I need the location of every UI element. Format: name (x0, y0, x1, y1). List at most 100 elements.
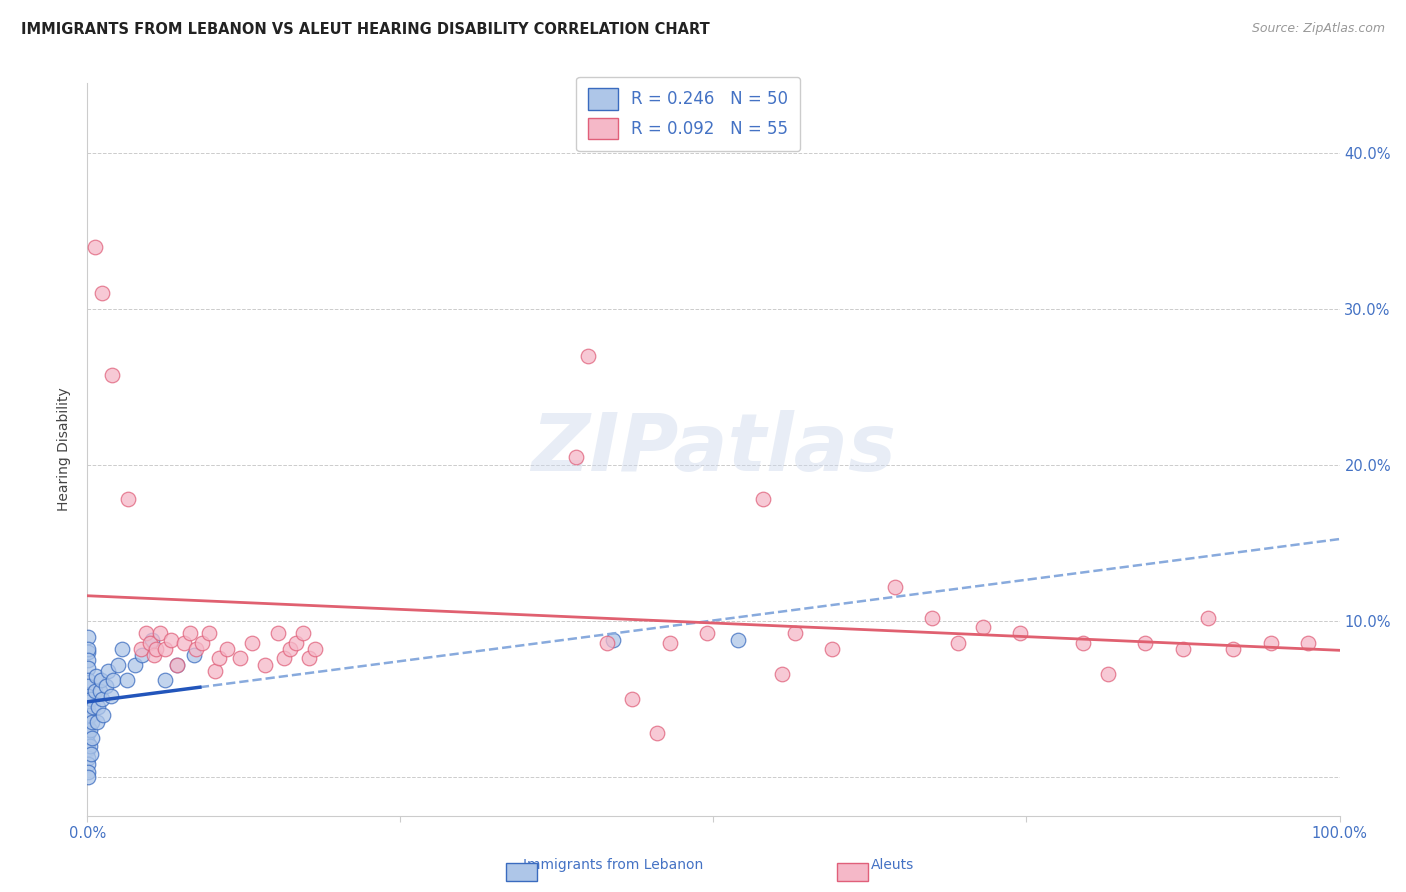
Text: ZIPatlas: ZIPatlas (531, 410, 896, 489)
Point (197, 626, 219, 640)
Point (77, 703, 100, 717)
Point (658, 636, 681, 650)
Point (884, 580, 907, 594)
Point (93, 707, 115, 722)
Point (83, 239, 105, 253)
Point (77, 689, 100, 703)
Point (1260, 636, 1282, 650)
Point (79, 707, 101, 722)
Point (124, 657, 146, 672)
Point (972, 620, 994, 634)
Y-axis label: Hearing Disability: Hearing Disability (58, 387, 72, 511)
Point (770, 667, 793, 681)
Point (184, 642, 207, 657)
Point (97, 664, 120, 678)
Point (821, 642, 844, 657)
Point (173, 636, 195, 650)
Point (79, 723, 101, 738)
Point (87, 699, 110, 714)
Point (80, 747, 103, 761)
Point (183, 648, 205, 663)
Point (94, 680, 117, 694)
Point (1097, 667, 1119, 681)
Point (131, 648, 153, 663)
Point (278, 642, 301, 657)
Point (80, 692, 103, 706)
Point (291, 626, 314, 640)
Point (727, 632, 749, 647)
Point (208, 651, 231, 665)
Point (602, 632, 624, 647)
Point (266, 626, 288, 640)
Point (101, 368, 124, 382)
Point (129, 642, 152, 657)
Point (82, 715, 104, 730)
Point (84, 668, 107, 682)
Point (90, 673, 112, 688)
Point (217, 642, 239, 657)
Point (77, 711, 100, 725)
Point (160, 632, 183, 647)
Point (273, 651, 295, 665)
Legend: R = 0.246   N = 50, R = 0.092   N = 55: R = 0.246 N = 50, R = 0.092 N = 55 (576, 77, 800, 151)
Point (82, 699, 104, 714)
Point (179, 626, 201, 640)
Point (100, 689, 122, 703)
Text: Source: ZipAtlas.com: Source: ZipAtlas.com (1251, 22, 1385, 36)
Point (166, 657, 188, 672)
Point (115, 673, 138, 688)
Point (117, 492, 139, 507)
Point (77, 653, 100, 667)
Point (77, 645, 100, 659)
Point (153, 673, 176, 688)
Point (242, 636, 264, 650)
Point (77, 720, 100, 734)
Point (576, 349, 599, 363)
Point (91, 692, 114, 706)
Point (946, 636, 969, 650)
Point (135, 626, 157, 640)
Point (82, 731, 104, 745)
Point (77, 680, 100, 694)
Point (153, 642, 176, 657)
Point (1296, 636, 1319, 650)
Point (304, 642, 326, 657)
Point (77, 757, 100, 772)
Point (77, 642, 100, 657)
Point (204, 664, 226, 678)
Point (142, 648, 165, 663)
Point (596, 636, 619, 650)
Point (285, 636, 308, 650)
Point (752, 492, 775, 507)
Point (1071, 636, 1094, 650)
Point (77, 751, 100, 765)
Point (77, 770, 100, 784)
Point (1197, 611, 1219, 625)
Point (77, 726, 100, 740)
Point (921, 611, 943, 625)
Point (141, 632, 163, 647)
Point (1222, 642, 1244, 657)
Point (1171, 642, 1194, 657)
Point (783, 626, 806, 640)
Point (77, 765, 100, 780)
Point (645, 726, 668, 740)
Text: Immigrants from Lebanon: Immigrants from Lebanon (523, 858, 703, 872)
Point (77, 736, 100, 750)
Point (229, 651, 252, 665)
Point (1010, 626, 1032, 640)
Point (564, 450, 586, 465)
Point (77, 661, 100, 675)
Point (298, 651, 321, 665)
Point (145, 642, 167, 657)
Point (696, 626, 718, 640)
Point (149, 626, 172, 640)
Point (83, 684, 105, 698)
Point (253, 657, 276, 672)
Point (620, 692, 643, 706)
Point (103, 673, 125, 688)
Point (89, 684, 111, 698)
Point (91, 286, 114, 301)
Point (107, 657, 129, 672)
Text: IMMIGRANTS FROM LEBANON VS ALEUT HEARING DISABILITY CORRELATION CHART: IMMIGRANTS FROM LEBANON VS ALEUT HEARING… (21, 22, 710, 37)
